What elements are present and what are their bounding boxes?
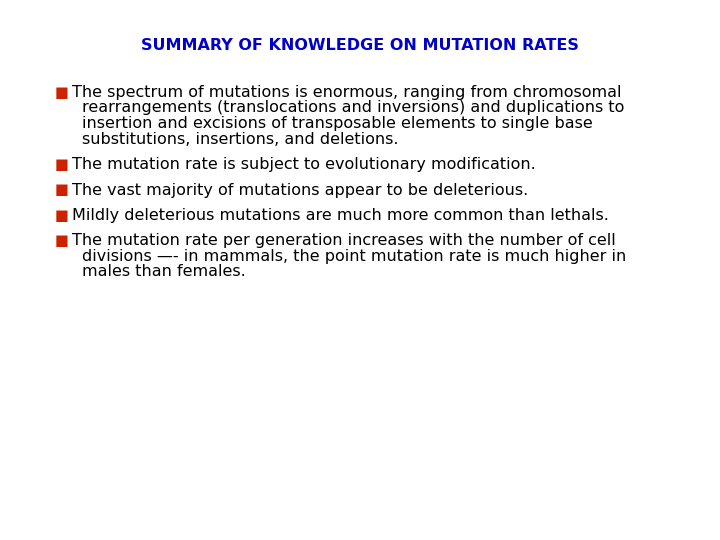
- Text: males than females.: males than females.: [82, 265, 246, 280]
- Text: SUMMARY OF KNOWLEDGE ON MUTATION RATES: SUMMARY OF KNOWLEDGE ON MUTATION RATES: [141, 38, 579, 53]
- Text: insertion and excisions of transposable elements to single base: insertion and excisions of transposable …: [82, 116, 593, 131]
- Text: divisions —- in mammals, the point mutation rate is much higher in: divisions —- in mammals, the point mutat…: [82, 249, 626, 264]
- Text: rearrangements (translocations and inversions) and duplications to: rearrangements (translocations and inver…: [82, 100, 624, 116]
- Text: The spectrum of mutations is enormous, ranging from chromosomal: The spectrum of mutations is enormous, r…: [72, 85, 621, 100]
- Text: The vast majority of mutations appear to be deleterious.: The vast majority of mutations appear to…: [72, 183, 528, 198]
- Text: Mildly deleterious mutations are much more common than lethals.: Mildly deleterious mutations are much mo…: [72, 208, 609, 223]
- Text: ■: ■: [55, 157, 69, 172]
- Text: ■: ■: [55, 208, 69, 223]
- Text: The mutation rate per generation increases with the number of cell: The mutation rate per generation increas…: [72, 233, 616, 248]
- Text: ■: ■: [55, 183, 69, 198]
- Text: ■: ■: [55, 233, 69, 248]
- Text: ■: ■: [55, 85, 69, 100]
- Text: The mutation rate is subject to evolutionary modification.: The mutation rate is subject to evolutio…: [72, 157, 536, 172]
- Text: substitutions, insertions, and deletions.: substitutions, insertions, and deletions…: [82, 132, 398, 146]
